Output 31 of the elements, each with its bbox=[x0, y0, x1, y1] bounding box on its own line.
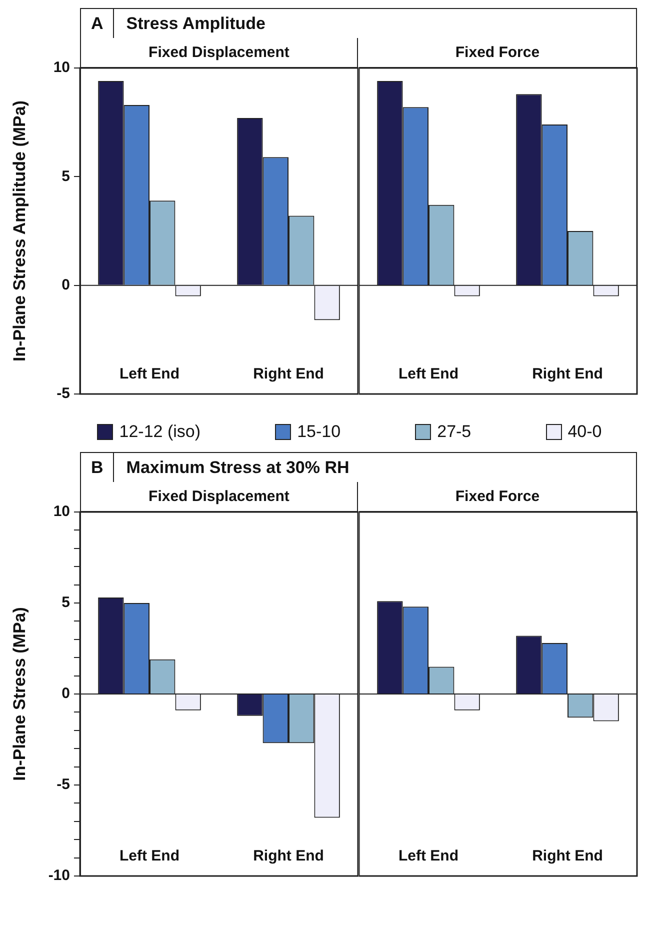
chart-subtitle: Fixed Displacement bbox=[148, 44, 290, 61]
x-tick-label: Right End bbox=[532, 366, 603, 383]
x-tick-label: Left End bbox=[398, 366, 458, 383]
chart-title: Stress Amplitude bbox=[125, 14, 266, 34]
y-axis-title: In-Plane Stress Amplitude (MPa) bbox=[10, 100, 29, 362]
y-tick-label: 10 bbox=[53, 59, 70, 76]
y-tick-label: -10 bbox=[48, 867, 70, 884]
legend-label: 15-10 bbox=[297, 422, 341, 442]
x-tick-label: Right End bbox=[253, 366, 324, 383]
x-tick-label: Right End bbox=[532, 848, 603, 865]
y-tick-label: -5 bbox=[56, 776, 70, 794]
x-tick-label: Right End bbox=[253, 848, 324, 865]
legend-label: 12-12 (iso) bbox=[119, 422, 201, 442]
chart-title: Maximum Stress at 30% RH bbox=[125, 458, 350, 478]
y-tick-label: -5 bbox=[56, 385, 70, 402]
x-tick-label: Left End bbox=[120, 366, 180, 383]
y-tick-label: 5 bbox=[62, 594, 70, 612]
x-tick-label: Left End bbox=[398, 848, 458, 865]
chart-subtitle: Fixed Force bbox=[455, 44, 540, 61]
y-tick-label: 5 bbox=[62, 168, 70, 185]
legend-label: 40-0 bbox=[568, 422, 602, 442]
text: B bbox=[81, 453, 114, 482]
x-tick-label: Left End bbox=[120, 848, 180, 865]
chart-subtitle: Fixed Force bbox=[455, 488, 540, 505]
y-tick-label: 0 bbox=[62, 685, 70, 702]
y-axis-title: In-Plane Stress (MPa) bbox=[10, 607, 29, 781]
text: A bbox=[81, 9, 114, 38]
y-tick-label: 10 bbox=[53, 503, 70, 520]
y-tick-label: 0 bbox=[62, 276, 70, 294]
legend-label: 27-5 bbox=[437, 422, 472, 442]
chart-subtitle: Fixed Displacement bbox=[148, 488, 290, 505]
